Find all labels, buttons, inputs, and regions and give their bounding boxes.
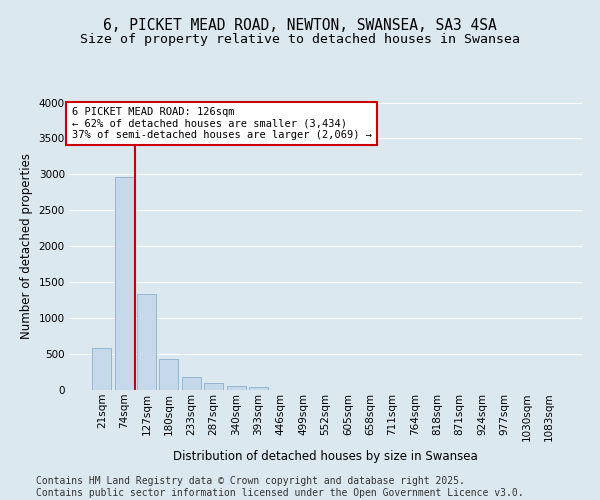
- Text: Size of property relative to detached houses in Swansea: Size of property relative to detached ho…: [80, 32, 520, 46]
- Bar: [92, 348, 112, 390]
- Bar: [227, 386, 245, 390]
- X-axis label: Distribution of detached houses by size in Swansea: Distribution of detached houses by size …: [173, 450, 478, 462]
- Text: Contains HM Land Registry data © Crown copyright and database right 2025.
Contai: Contains HM Land Registry data © Crown c…: [36, 476, 524, 498]
- Bar: [249, 388, 268, 390]
- Text: 6, PICKET MEAD ROAD, NEWTON, SWANSEA, SA3 4SA: 6, PICKET MEAD ROAD, NEWTON, SWANSEA, SA…: [103, 18, 497, 32]
- Bar: [160, 359, 178, 390]
- Bar: [137, 294, 156, 390]
- Bar: [204, 383, 223, 390]
- Y-axis label: Number of detached properties: Number of detached properties: [20, 153, 33, 340]
- Bar: [115, 178, 134, 390]
- Bar: [182, 378, 201, 390]
- Text: 6 PICKET MEAD ROAD: 126sqm
← 62% of detached houses are smaller (3,434)
37% of s: 6 PICKET MEAD ROAD: 126sqm ← 62% of deta…: [71, 107, 371, 140]
